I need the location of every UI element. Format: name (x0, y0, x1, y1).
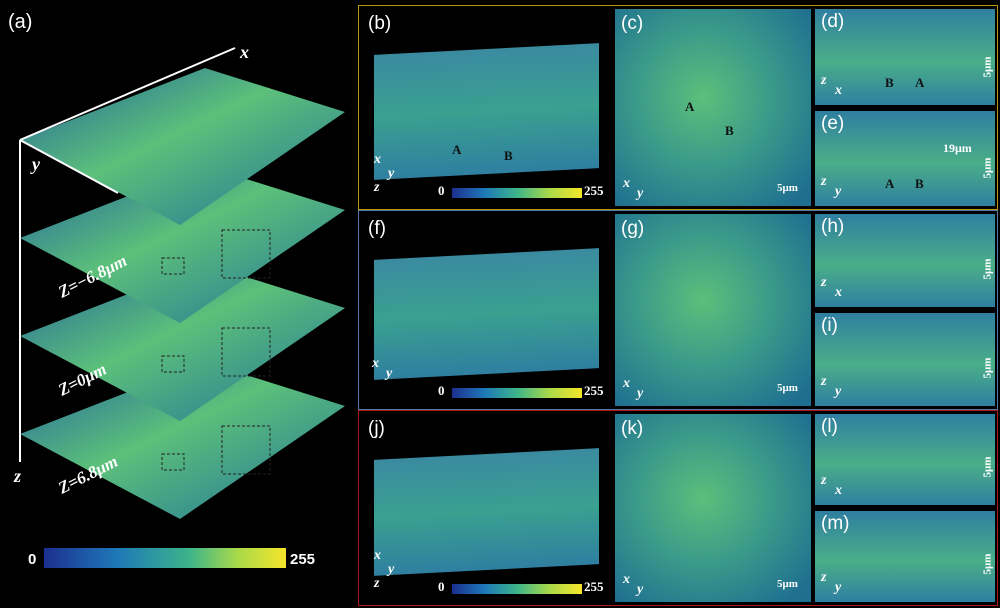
axis-label: z (821, 275, 826, 291)
axis-label: y (30, 154, 41, 174)
scale-label: 5μm (981, 158, 993, 179)
axis-label: x (835, 483, 842, 499)
marker-label: B (504, 148, 513, 164)
axis-label: x (374, 152, 381, 168)
colorbar-max: 255 (290, 551, 315, 568)
marker-label: B (915, 176, 924, 192)
annotation: 19μm (943, 141, 972, 156)
colorbar (452, 584, 582, 594)
volume-box (374, 448, 599, 576)
figure: (a)Z=6.8μmZ=0μmZ=−6.8μmxyz0255 (b)xyzAB0… (0, 0, 1000, 608)
axis-label: z (821, 570, 826, 586)
panel-label: (k) (621, 418, 643, 440)
axis-label: x (239, 42, 249, 62)
colorbar-min: 0 (28, 551, 36, 568)
axis-label: x (623, 176, 630, 192)
axis-label: x (374, 548, 381, 564)
axis-label: z (13, 466, 21, 486)
colorbar (452, 188, 582, 198)
panel-label: (g) (621, 218, 644, 240)
marker-label: A (685, 99, 694, 115)
colorbar-max: 255 (584, 579, 604, 595)
panel-label: (j) (368, 418, 385, 440)
panel-label: (h) (821, 216, 844, 238)
volume-box (374, 43, 599, 180)
axis-label: y (637, 582, 643, 598)
axis-label: y (835, 184, 841, 200)
panel-label: (c) (621, 13, 643, 35)
panel-label: (d) (821, 11, 844, 33)
marker-label: A (452, 142, 461, 158)
marker-label: B (885, 75, 894, 91)
volume-box (374, 248, 599, 380)
axis-label: z (821, 374, 826, 390)
colorbar-max: 255 (584, 183, 604, 199)
panel-label: (i) (821, 315, 838, 337)
axis-label: x (835, 83, 842, 99)
scale-label: 5μm (981, 457, 993, 478)
scale-label: 5μm (981, 56, 993, 77)
axis-label: y (637, 386, 643, 402)
panel-label: (a) (8, 11, 32, 33)
colorbar-min: 0 (438, 579, 445, 595)
axis-label: y (835, 384, 841, 400)
panel-label: (l) (821, 416, 838, 438)
axis-label: z (374, 576, 379, 592)
marker-label: A (885, 176, 894, 192)
axis-label: x (372, 356, 379, 372)
colorbar (44, 548, 286, 568)
axis-label: z (821, 473, 826, 489)
colorbar-min: 0 (438, 383, 445, 399)
axis-label: x (623, 376, 630, 392)
axis-label: y (835, 580, 841, 596)
marker-label: B (725, 123, 734, 139)
panel-label: (b) (368, 13, 391, 35)
axis-label: y (386, 366, 392, 382)
panel-label: (f) (368, 218, 386, 240)
scale-label: 5μm (981, 259, 993, 280)
panel-label: (m) (821, 513, 849, 535)
top-view: (g) xy 5μm (615, 214, 811, 406)
axis-label: z (821, 73, 826, 89)
axis-label: z (821, 174, 826, 190)
axis-label: z (374, 180, 379, 196)
scale-label: 5μm (981, 554, 993, 575)
axis-label: y (388, 166, 394, 182)
scale-label: 5μm (777, 578, 798, 590)
panel-label: (e) (821, 113, 844, 135)
scale-label: 5μm (981, 358, 993, 379)
axis-label: y (388, 562, 394, 578)
colorbar-max: 255 (584, 383, 604, 399)
scale-label: 5μm (777, 382, 798, 394)
colorbar-min: 0 (438, 183, 445, 199)
axis-label: x (623, 572, 630, 588)
colorbar (452, 388, 582, 398)
axis-label: x (835, 285, 842, 301)
axis-label: y (637, 186, 643, 202)
marker-label: A (915, 75, 924, 91)
scale-label: 5μm (777, 182, 798, 194)
